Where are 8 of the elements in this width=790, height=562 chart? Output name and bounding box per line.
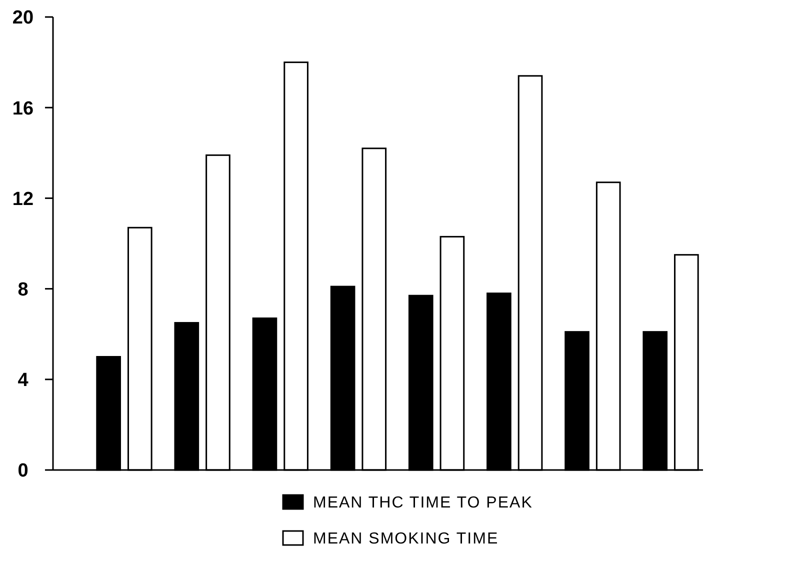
y-tick-label: 4 [18, 370, 29, 392]
y-tick-label: 8 [18, 279, 28, 300]
y-tick-label: 20 [12, 8, 34, 29]
y-tick-label: 0 [18, 460, 28, 482]
legend-label: MEAN THC TIME TO PEAK [313, 494, 533, 512]
y-tick-label: 12 [12, 188, 34, 210]
y-tick-label: 16 [12, 98, 34, 120]
legend-label: MEAN SMOKING TIME [313, 530, 499, 548]
